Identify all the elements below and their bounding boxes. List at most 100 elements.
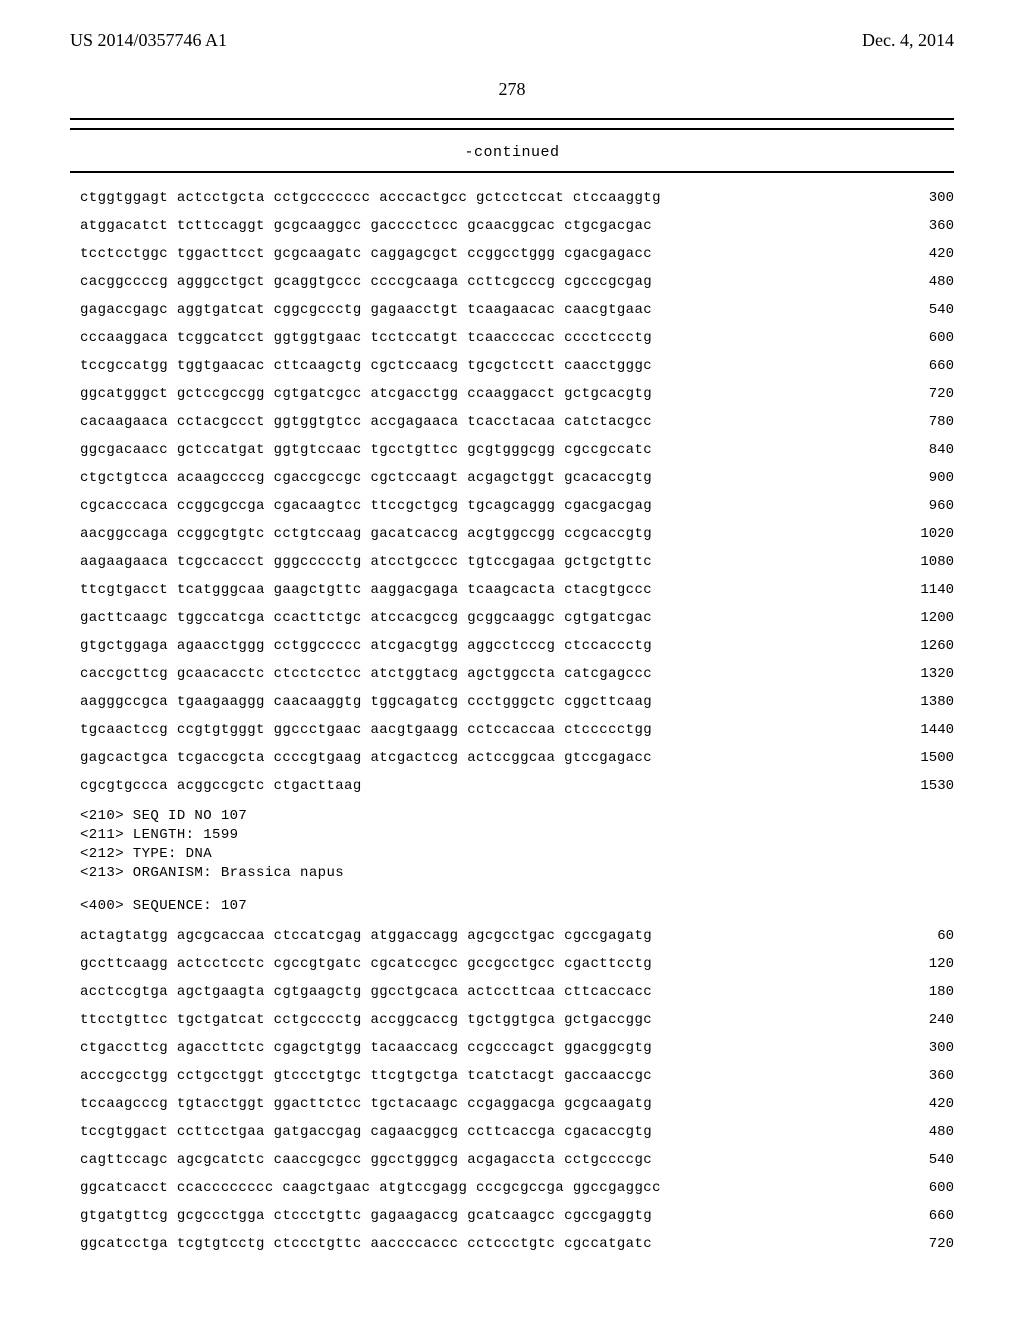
sequence-text: gtgatgttcg gcgccctgga ctccctgttc gagaaga… [80, 1209, 652, 1223]
sequence-position: 420 [878, 247, 954, 261]
sequence-text: cgcacccaca ccggcgccga cgacaagtcc ttccgct… [80, 499, 652, 513]
sequence-position: 540 [878, 1153, 954, 1167]
sequence-line: ttcgtgacct tcatgggcaa gaagctgttc aaggacg… [80, 583, 954, 597]
page-number: 278 [70, 79, 954, 100]
sequence-line: ctgaccttcg agaccttctc cgagctgtgg tacaacc… [80, 1041, 954, 1055]
sequence-line: ggcatcacct ccacccccccc caagctgaac atgtcc… [80, 1181, 954, 1195]
sequence-text: gagaccgagc aggtgatcat cggcgccctg gagaacc… [80, 303, 652, 317]
sequence-line: gccttcaagg actcctcctc cgccgtgatc cgcatcc… [80, 957, 954, 971]
sequence-text: tccaagcccg tgtacctggt ggacttctcc tgctaca… [80, 1097, 652, 1111]
sequence-line: ggcatcctga tcgtgtcctg ctccctgttc aacccca… [80, 1237, 954, 1251]
sequence-position: 600 [878, 1181, 954, 1195]
sequence-position: 1440 [878, 723, 954, 737]
sequence-position: 780 [878, 415, 954, 429]
sequence-line: gagaccgagc aggtgatcat cggcgccctg gagaacc… [80, 303, 954, 317]
sequence-text: ctgaccttcg agaccttctc cgagctgtgg tacaacc… [80, 1041, 652, 1055]
sequence-position: 1260 [878, 639, 954, 653]
sequence-line: ggcatgggct gctccgccgg cgtgatcgcc atcgacc… [80, 387, 954, 401]
sequence-line: ggcgacaacc gctccatgat ggtgtccaac tgcctgt… [80, 443, 954, 457]
sequence-line: cacggccccg agggcctgct gcaggtgccc ccccgca… [80, 275, 954, 289]
sequence-line: gtgctggaga agaacctggg cctggccccc atcgacg… [80, 639, 954, 653]
sequence-position: 900 [878, 471, 954, 485]
sequence-text: acccgcctgg cctgcctggt gtccctgtgc ttcgtgc… [80, 1069, 652, 1083]
sequence-position: 840 [878, 443, 954, 457]
sequence-position: 180 [878, 985, 954, 999]
sequence-text: aagaagaaca tcgccaccct gggccccctg atcctgc… [80, 555, 652, 569]
sequence-text: actagtatgg agcgcaccaa ctccatcgag atggacc… [80, 929, 652, 943]
sequence-position: 660 [878, 1209, 954, 1223]
sequence-position: 540 [878, 303, 954, 317]
sequence-text: aagggccgca tgaagaaggg caacaaggtg tggcaga… [80, 695, 652, 709]
sequence-block-1: ctggtggagt actcctgcta cctgccccccc acccac… [80, 191, 954, 793]
sequence-position: 120 [878, 957, 954, 971]
sequence-text: ggcgacaacc gctccatgat ggtgtccaac tgcctgt… [80, 443, 652, 457]
sequence-text: ggcatgggct gctccgccgg cgtgatcgcc atcgacc… [80, 387, 652, 401]
sequence-line: cgcacccaca ccggcgccga cgacaagtcc ttccgct… [80, 499, 954, 513]
seq107-metadata: <210> SEQ ID NO 107 <211> LENGTH: 1599 <… [80, 807, 954, 883]
sequence-text: atggacatct tcttccaggt gcgcaaggcc gacccct… [80, 219, 652, 233]
sequence-text: cacggccccg agggcctgct gcaggtgccc ccccgca… [80, 275, 652, 289]
sequence-line: gtgatgttcg gcgccctgga ctccctgttc gagaaga… [80, 1209, 954, 1223]
sequence-line: tccgccatgg tggtgaacac cttcaagctg cgctcca… [80, 359, 954, 373]
rule-top-inner [70, 128, 954, 130]
sequence-position: 480 [878, 275, 954, 289]
sequence-position: 720 [878, 387, 954, 401]
sequence-position: 1380 [878, 695, 954, 709]
sequence-line: cagttccagc agcgcatctc caaccgcgcc ggcctgg… [80, 1153, 954, 1167]
seq107-header: <400> SEQUENCE: 107 [80, 897, 954, 916]
rule-below-continued [70, 171, 954, 173]
sequence-text: tccgtggact ccttcctgaa gatgaccgag cagaacg… [80, 1125, 652, 1139]
sequence-position: 1020 [878, 527, 954, 541]
sequence-text: gtgctggaga agaacctggg cctggccccc atcgacg… [80, 639, 652, 653]
sequence-position: 360 [878, 219, 954, 233]
sequence-line: caccgcttcg gcaacacctc ctcctcctcc atctggt… [80, 667, 954, 681]
sequence-line: cccaaggaca tcggcatcct ggtggtgaac tcctcca… [80, 331, 954, 345]
publication-number: US 2014/0357746 A1 [70, 30, 227, 51]
rule-top-outer [70, 118, 954, 120]
sequence-line: gacttcaagc tggccatcga ccacttctgc atccacg… [80, 611, 954, 625]
page-root: US 2014/0357746 A1 Dec. 4, 2014 278 -con… [0, 0, 1024, 1305]
sequence-line: acctccgtga agctgaagta cgtgaagctg ggcctgc… [80, 985, 954, 999]
sequence-text: aacggccaga ccggcgtgtc cctgtccaag gacatca… [80, 527, 652, 541]
sequence-text: gagcactgca tcgaccgcta ccccgtgaag atcgact… [80, 751, 652, 765]
sequence-position: 480 [878, 1125, 954, 1139]
sequence-position: 300 [878, 1041, 954, 1055]
sequence-line: actagtatgg agcgcaccaa ctccatcgag atggacc… [80, 929, 954, 943]
sequence-line: tccaagcccg tgtacctggt ggacttctcc tgctaca… [80, 1097, 954, 1111]
sequence-text: tccgccatgg tggtgaacac cttcaagctg cgctcca… [80, 359, 652, 373]
sequence-line: tccgtggact ccttcctgaa gatgaccgag cagaacg… [80, 1125, 954, 1139]
sequence-position: 300 [878, 191, 954, 205]
sequence-line: tcctcctggc tggacttcct gcgcaagatc caggagc… [80, 247, 954, 261]
continued-label: -continued [70, 144, 954, 161]
sequence-line: ttcctgttcc tgctgatcat cctgcccctg accggca… [80, 1013, 954, 1027]
sequence-text: tcctcctggc tggacttcct gcgcaagatc caggagc… [80, 247, 652, 261]
sequence-text: cagttccagc agcgcatctc caaccgcgcc ggcctgg… [80, 1153, 652, 1167]
publication-date: Dec. 4, 2014 [862, 30, 954, 51]
sequence-position: 1500 [878, 751, 954, 765]
sequence-line: tgcaactccg ccgtgtgggt ggccctgaac aacgtga… [80, 723, 954, 737]
sequence-text: ttcgtgacct tcatgggcaa gaagctgttc aaggacg… [80, 583, 652, 597]
sequence-position: 600 [878, 331, 954, 345]
sequence-text: ttcctgttcc tgctgatcat cctgcccctg accggca… [80, 1013, 652, 1027]
sequence-block-2: actagtatgg agcgcaccaa ctccatcgag atggacc… [80, 929, 954, 1251]
sequence-position: 1080 [878, 555, 954, 569]
sequence-position: 360 [878, 1069, 954, 1083]
sequence-text: gacttcaagc tggccatcga ccacttctgc atccacg… [80, 611, 652, 625]
sequence-line: aagggccgca tgaagaaggg caacaaggtg tggcaga… [80, 695, 954, 709]
sequence-line: atggacatct tcttccaggt gcgcaaggcc gacccct… [80, 219, 954, 233]
sequence-line: gagcactgca tcgaccgcta ccccgtgaag atcgact… [80, 751, 954, 765]
sequence-position: 60 [878, 929, 954, 943]
sequence-position: 1320 [878, 667, 954, 681]
sequence-text: gccttcaagg actcctcctc cgccgtgatc cgcatcc… [80, 957, 652, 971]
sequence-position: 240 [878, 1013, 954, 1027]
sequence-line: ctgctgtcca acaagccccg cgaccgccgc cgctcca… [80, 471, 954, 485]
sequence-line: aacggccaga ccggcgtgtc cctgtccaag gacatca… [80, 527, 954, 541]
sequence-text: caccgcttcg gcaacacctc ctcctcctcc atctggt… [80, 667, 652, 681]
sequence-position: 1140 [878, 583, 954, 597]
sequence-position: 1530 [878, 779, 954, 793]
running-header: US 2014/0357746 A1 Dec. 4, 2014 [70, 30, 954, 51]
sequence-position: 960 [878, 499, 954, 513]
sequence-line: cacaagaaca cctacgccct ggtggtgtcc accgaga… [80, 415, 954, 429]
sequence-position: 660 [878, 359, 954, 373]
sequence-text: cacaagaaca cctacgccct ggtggtgtcc accgaga… [80, 415, 652, 429]
